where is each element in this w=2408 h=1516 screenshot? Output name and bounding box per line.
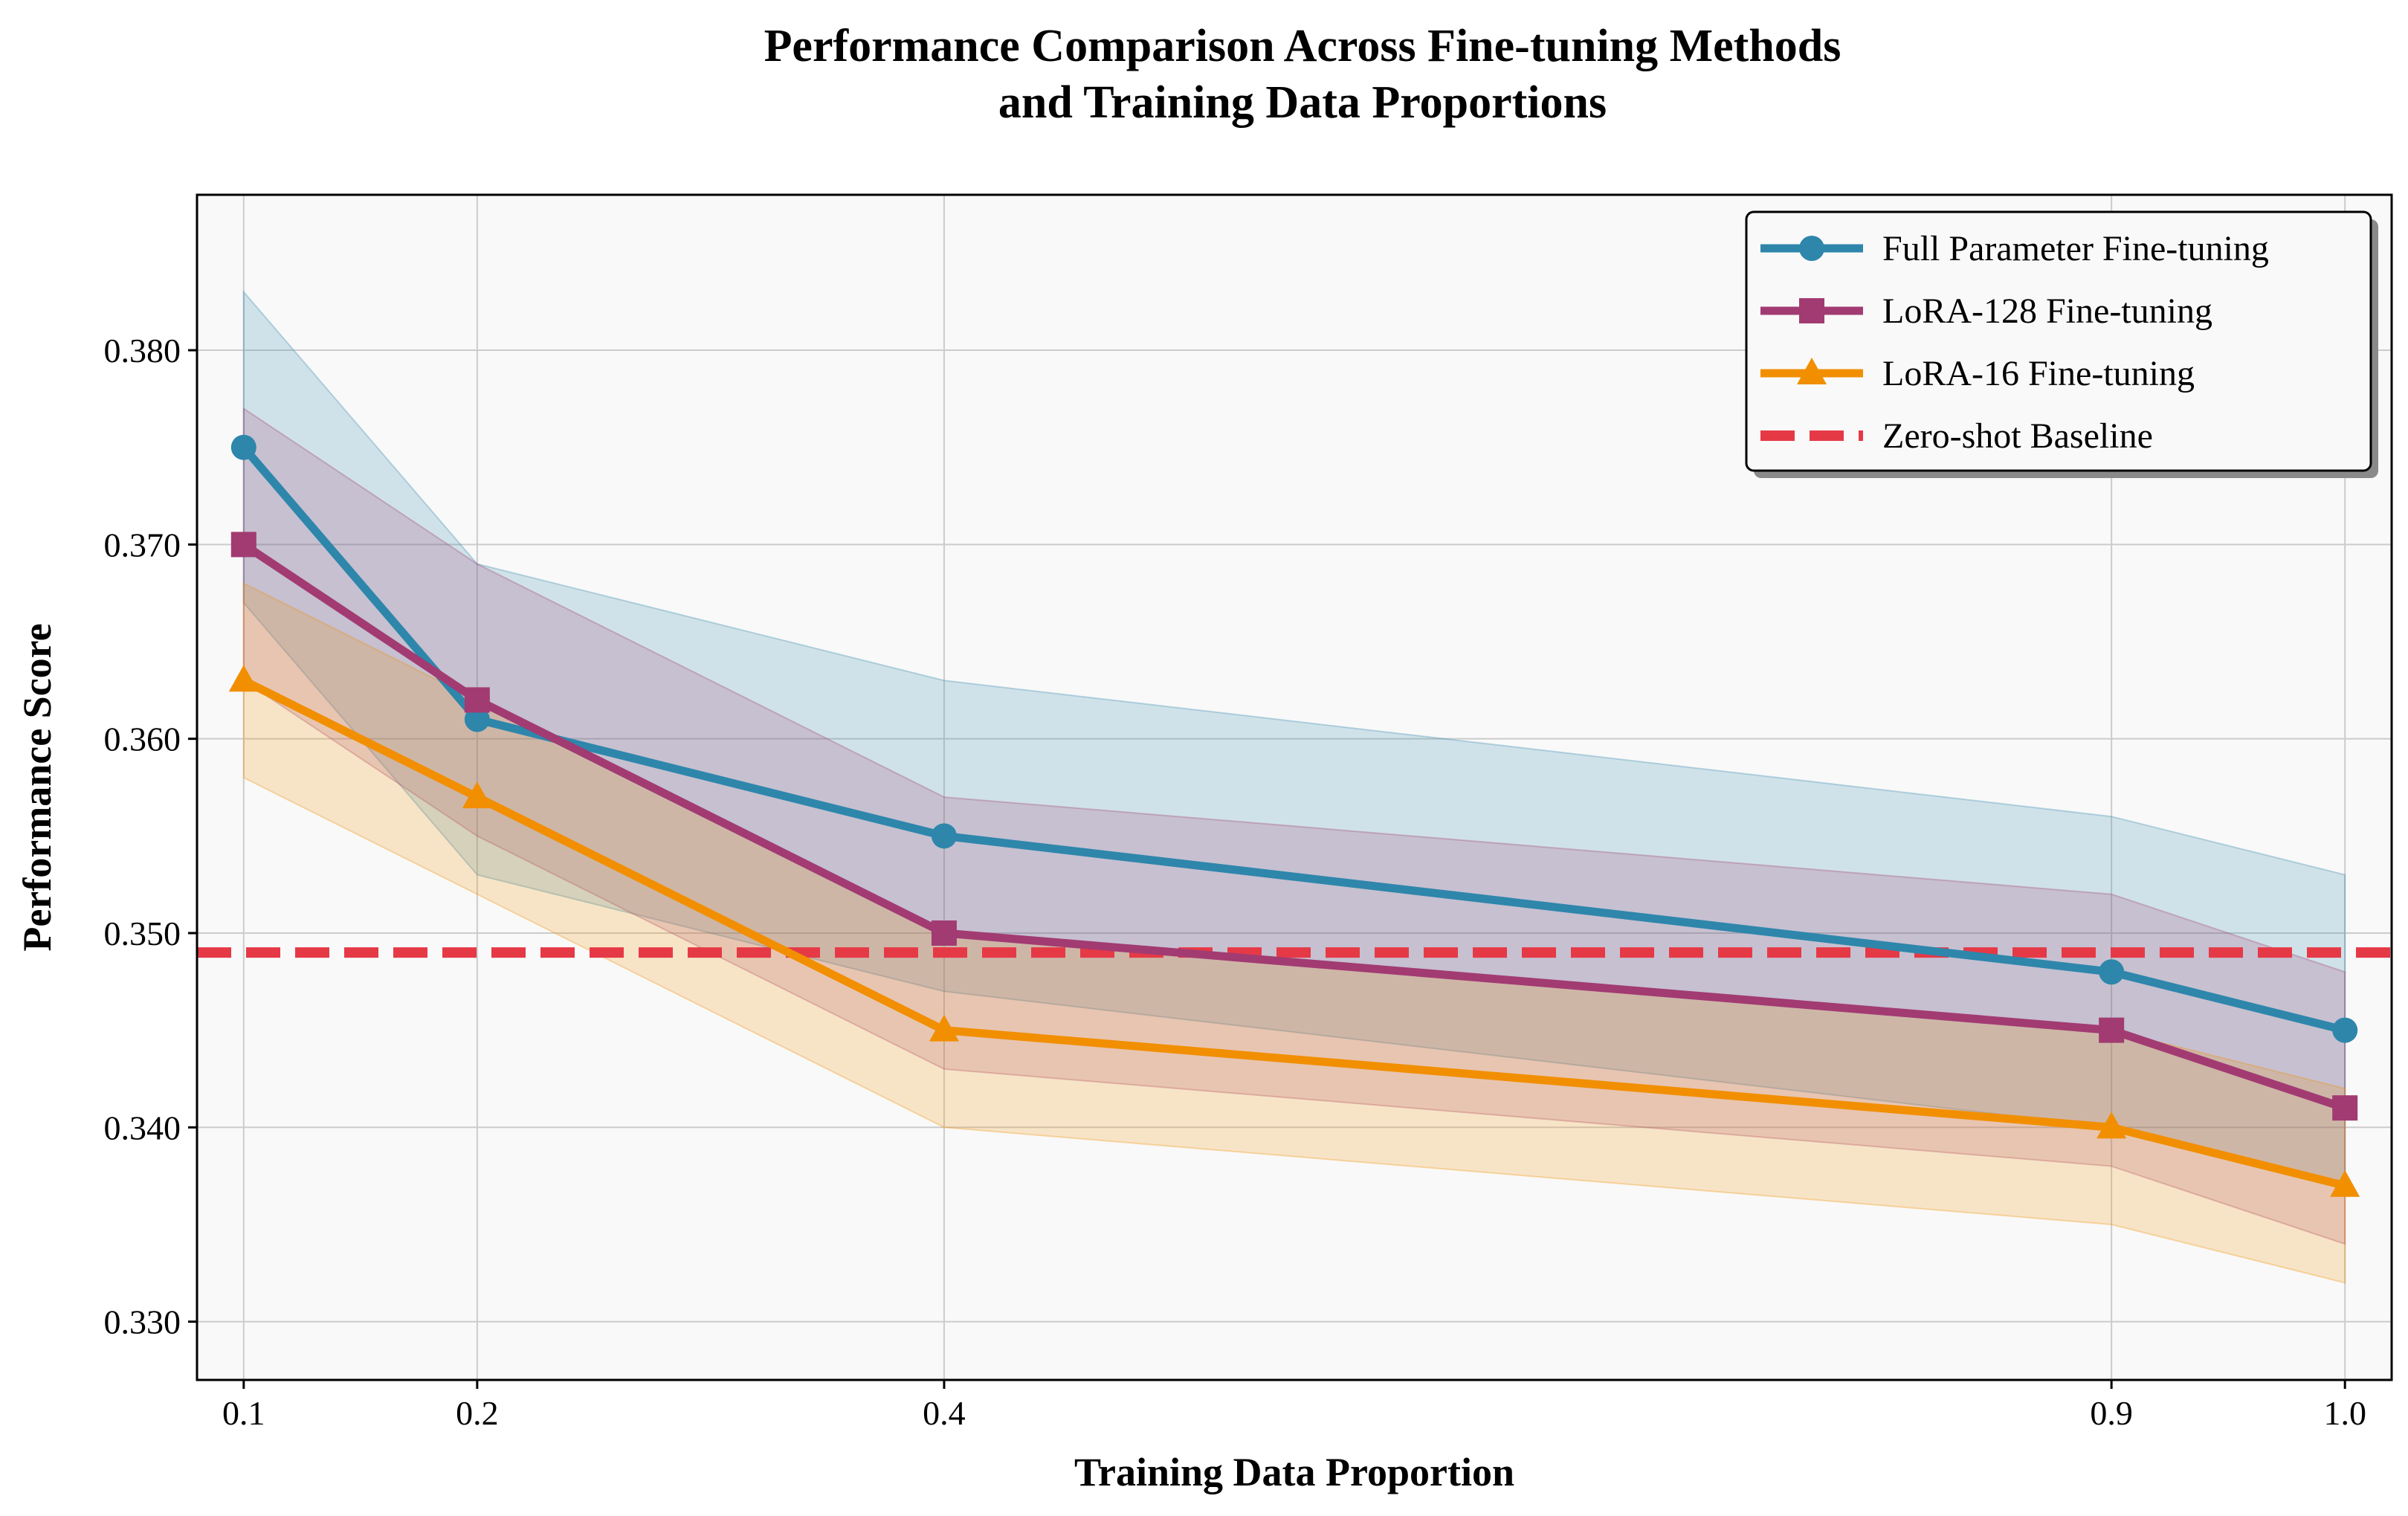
y-tick-label-4: 0.370 [104,526,181,564]
legend-label-3: Zero-shot Baseline [1882,416,2153,456]
y-axis-label: Performance Score [15,623,59,951]
y-tick-label-3: 0.360 [104,720,181,758]
x-tick-label-3: 0.9 [2090,1394,2133,1432]
y-tick-label-5: 0.380 [104,332,181,370]
x-axis-label: Training Data Proportion [1074,1450,1514,1494]
y-tick-label-1: 0.340 [104,1109,181,1146]
point-0-2 [931,823,957,849]
point-1-0 [230,532,256,558]
point-1-2 [931,920,957,946]
legend: Full Parameter Fine-tuning LoRA-128 Fine-… [1745,210,2378,478]
point-1-1 [464,687,490,713]
legend-label-2: LoRA-16 Fine-tuning [1882,354,2195,393]
chart-title-line1: Performance Comparison Across Fine-tunin… [764,21,1841,71]
x-tick-label-1: 0.2 [456,1394,499,1432]
point-2-2 [929,1014,959,1042]
point-0-4 [2332,1017,2358,1043]
x-tick-label-0: 0.1 [222,1394,265,1432]
legend-marker-1 [1799,298,1824,323]
legend-items: Full Parameter Fine-tuning LoRA-128 Fine-… [1760,229,2269,456]
point-1-3 [2099,1017,2125,1043]
legend-marker-2 [1797,358,1827,384]
legend-label-0: Full Parameter Fine-tuning [1882,229,2269,268]
y-axis-ticks: 0.330 0.340 0.350 0.360 0.370 0.380 [104,332,197,1341]
y-tick-label-2: 0.350 [104,915,181,952]
y-tick-label-0: 0.330 [104,1303,181,1341]
point-1-4 [2332,1095,2358,1121]
legend-label-1: LoRA-128 Fine-tuning [1882,291,2212,331]
point-2-4 [2330,1170,2360,1197]
point-0-1 [464,706,490,732]
chart-title-line2: and Training Data Proportions [998,77,1607,128]
point-2-1 [462,781,492,809]
legend-marker-0 [1799,236,1824,261]
point-0-0 [230,434,256,460]
legend-box [1745,210,2372,472]
plot-frame [196,193,2393,1381]
x-axis-ticks: 0.1 0.2 0.4 0.9 1.0 [222,1380,2366,1432]
series-markers [228,434,2360,1197]
point-2-0 [228,665,259,692]
point-0-3 [2099,959,2125,985]
point-2-3 [2096,1112,2127,1139]
band-1 [242,407,2346,1245]
x-tick-label-2: 0.4 [923,1394,966,1432]
x-tick-label-4: 1.0 [2323,1394,2366,1432]
